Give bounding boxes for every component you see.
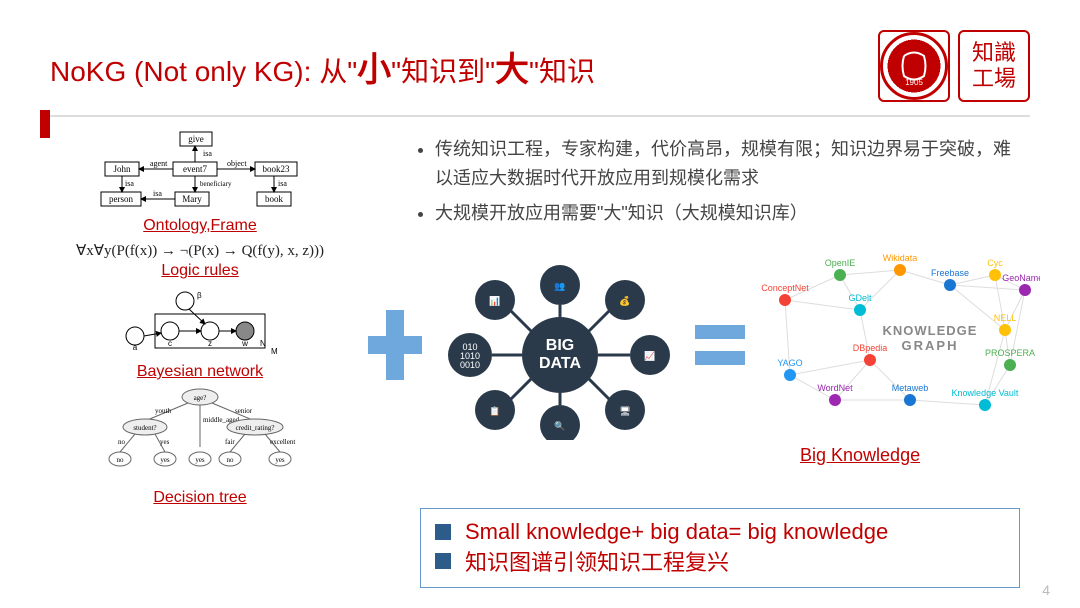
svg-text:fair: fair xyxy=(225,438,235,446)
svg-text:no: no xyxy=(118,438,126,446)
ontology-diagram: give event7 John book23 person Mary book… xyxy=(60,130,340,235)
bullet-list: 传统知识工程，专家构建，代价高昂，规模有限；知识边界易于突破，难以适应大数据时代… xyxy=(415,135,1020,233)
svg-text:Metaweb: Metaweb xyxy=(892,383,929,393)
svg-text:no: no xyxy=(227,456,235,464)
knowledge-workshop-logo-icon: 知識 工場 xyxy=(958,30,1030,102)
svg-text:🔍: 🔍 xyxy=(554,420,565,431)
svg-text:📊: 📊 xyxy=(489,295,500,306)
svg-text:event7: event7 xyxy=(183,164,207,174)
bayesian-diagram: a β c z w NM Bayesian network xyxy=(60,286,340,381)
svg-text:YAGO: YAGO xyxy=(777,358,802,368)
svg-text:agent: agent xyxy=(150,159,168,168)
svg-text:M: M xyxy=(271,347,278,356)
svg-text:OpenIE: OpenIE xyxy=(825,258,856,268)
svg-text:Knowledge Vault: Knowledge Vault xyxy=(952,388,1019,398)
svg-text:🖥: 🖥 xyxy=(619,406,630,416)
svg-text:w: w xyxy=(241,339,248,348)
page-number: 4 xyxy=(1042,582,1050,598)
svg-text:👥: 👥 xyxy=(554,281,565,291)
plus-icon xyxy=(360,300,430,395)
bullet-item: 大规模开放应用需要"大"知识（大规模知识库） xyxy=(435,199,1020,228)
svg-text:ConceptNet: ConceptNet xyxy=(761,283,809,293)
decision-tree-caption: Decision tree xyxy=(60,489,340,507)
svg-text:DBpedia: DBpedia xyxy=(853,343,888,353)
svg-text:Freebase: Freebase xyxy=(931,268,969,278)
summary-line-1: Small knowledge+ big data= big knowledge xyxy=(465,519,888,545)
svg-text:📋: 📋 xyxy=(489,405,500,416)
summary-box: Small knowledge+ big data= big knowledge… xyxy=(420,508,1020,588)
svg-text:WordNet: WordNet xyxy=(817,383,853,393)
svg-text:NELL: NELL xyxy=(994,313,1017,323)
svg-text:yes: yes xyxy=(160,456,170,464)
svg-text:z: z xyxy=(208,339,212,348)
svg-text:object: object xyxy=(227,159,247,168)
svg-text:0010: 0010 xyxy=(460,360,480,370)
bullet-square-icon xyxy=(435,553,451,569)
equals-icon xyxy=(690,310,750,385)
slide-title: NoKG (Not only KG): 从"小"知识到"大"知识 xyxy=(50,42,595,91)
svg-text:person: person xyxy=(109,194,133,204)
big-data-diagram: BIG DATA 01010100010 📊👥💰 📈🖥🔍📋 xyxy=(440,260,680,440)
logic-diagram: ∀x∀y(P(f(x)) → ¬(P(x) → Q(f(y), x, z))) … xyxy=(60,241,340,280)
svg-text:isa: isa xyxy=(153,189,162,198)
svg-text:book23: book23 xyxy=(263,164,291,174)
bayesian-caption: Bayesian network xyxy=(60,363,340,381)
svg-text:Wikidata: Wikidata xyxy=(883,253,918,263)
svg-text:GRAPH: GRAPH xyxy=(902,338,959,353)
svg-text:senior: senior xyxy=(235,407,253,415)
svg-text:BIG: BIG xyxy=(546,337,574,354)
logic-caption: Logic rules xyxy=(60,262,340,280)
big-knowledge-label: Big Knowledge xyxy=(800,445,920,466)
svg-text:a: a xyxy=(133,343,138,352)
svg-text:GDelt: GDelt xyxy=(848,293,872,303)
svg-text:1905: 1905 xyxy=(905,78,923,87)
svg-text:isa: isa xyxy=(125,179,134,188)
svg-text:N: N xyxy=(260,339,266,348)
svg-text:isa: isa xyxy=(203,149,212,158)
bullet-item: 传统知识工程，专家构建，代价高昂，规模有限；知识边界易于突破，难以适应大数据时代… xyxy=(435,135,1020,193)
svg-text:yes: yes xyxy=(275,456,285,464)
svg-text:book: book xyxy=(265,194,284,204)
svg-text:give: give xyxy=(188,134,204,144)
svg-text:John: John xyxy=(113,164,131,174)
svg-text:PROSPERA: PROSPERA xyxy=(985,348,1035,358)
svg-text:yes: yes xyxy=(195,456,205,464)
svg-text:💰: 💰 xyxy=(619,295,630,307)
svg-text:excellent: excellent xyxy=(270,438,295,446)
divider-line xyxy=(50,115,1030,117)
svg-text:credit_rating?: credit_rating? xyxy=(236,424,275,432)
svg-text:age?: age? xyxy=(194,394,207,402)
logo-group: 1905 知識 工場 xyxy=(878,30,1030,102)
svg-text:c: c xyxy=(168,339,172,348)
svg-text:Cyc: Cyc xyxy=(987,258,1003,268)
decision-tree-diagram: age? youth middle_aged senior student? c… xyxy=(60,387,340,507)
ontology-caption: Ontology,Frame xyxy=(60,217,340,235)
svg-text:β: β xyxy=(197,291,202,300)
svg-text:KNOWLEDGE: KNOWLEDGE xyxy=(883,323,978,338)
bullet-square-icon xyxy=(435,524,451,540)
svg-text:DATA: DATA xyxy=(539,355,582,372)
svg-text:📈: 📈 xyxy=(644,350,655,361)
summary-line-2: 知识图谱引领知识工程复兴 xyxy=(465,545,729,577)
svg-text:youth: youth xyxy=(155,407,171,415)
svg-text:no: no xyxy=(117,456,125,464)
knowledge-graph-diagram: KNOWLEDGE GRAPH OpenIE Wikidata Freebase Cy… xyxy=(750,250,1040,430)
svg-text:yes: yes xyxy=(160,438,170,446)
svg-text:GeoNames: GeoNames xyxy=(1002,273,1040,283)
left-diagrams-column: give event7 John book23 person Mary book… xyxy=(60,130,340,513)
fudan-logo-icon: 1905 xyxy=(878,30,950,102)
svg-text:isa: isa xyxy=(278,179,287,188)
svg-text:student?: student? xyxy=(133,424,156,432)
svg-text:Mary: Mary xyxy=(182,194,202,204)
logic-formula: ∀x∀y(P(f(x)) → ¬(P(x) → Q(f(y), x, z))) xyxy=(60,241,340,260)
accent-bar xyxy=(40,110,50,138)
svg-text:beneficiary: beneficiary xyxy=(200,180,232,188)
